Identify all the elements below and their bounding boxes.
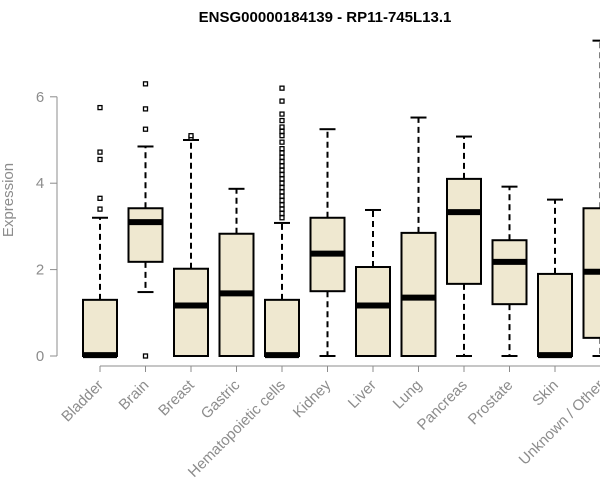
outlier-point bbox=[279, 117, 285, 124]
outlier-point bbox=[279, 145, 285, 152]
x-tick-label: Lung bbox=[390, 377, 426, 413]
box bbox=[537, 272, 573, 358]
outlier-point bbox=[279, 133, 285, 139]
outlier-point bbox=[279, 124, 285, 130]
outlier-point bbox=[279, 171, 285, 178]
box bbox=[127, 207, 164, 263]
outlier-point bbox=[279, 158, 285, 165]
outlier-point bbox=[279, 98, 285, 104]
outlier-point bbox=[97, 149, 103, 155]
outlier-point bbox=[142, 126, 149, 132]
outlier-point bbox=[279, 215, 285, 221]
box-group bbox=[355, 208, 391, 357]
outlier-point bbox=[279, 128, 285, 135]
outlier-point bbox=[279, 210, 285, 217]
box bbox=[264, 298, 300, 357]
box-group bbox=[218, 187, 255, 357]
y-tick-label: 0 bbox=[36, 348, 44, 365]
outlier-point bbox=[97, 156, 103, 163]
outlier-point bbox=[97, 206, 103, 212]
outlier-point bbox=[97, 104, 103, 111]
y-axis: 0 2 4 6 bbox=[36, 89, 58, 365]
x-tick-label: Brain bbox=[116, 377, 153, 414]
y-tick-label: 2 bbox=[36, 262, 44, 279]
box bbox=[173, 267, 209, 357]
box-group bbox=[491, 185, 528, 357]
box-group bbox=[400, 116, 437, 358]
y-tick-label: 4 bbox=[36, 175, 44, 192]
box-group bbox=[127, 81, 164, 359]
box bbox=[355, 266, 391, 357]
outlier-point bbox=[279, 85, 285, 91]
box-group bbox=[264, 85, 300, 359]
box-group bbox=[446, 135, 482, 357]
outlier-point bbox=[97, 195, 103, 201]
outlier-point bbox=[279, 154, 285, 160]
outlier-point bbox=[142, 81, 149, 87]
outlier-point bbox=[279, 180, 285, 186]
outlier-point bbox=[279, 197, 285, 204]
outlier-point bbox=[279, 189, 285, 195]
box bbox=[446, 177, 482, 285]
x-tick-label: Liver bbox=[345, 377, 380, 412]
outlier-point bbox=[279, 193, 285, 199]
outlier-point bbox=[279, 184, 285, 191]
outlier-point bbox=[188, 133, 194, 139]
outlier-point bbox=[279, 206, 285, 212]
x-tick-label: Kidney bbox=[290, 376, 335, 421]
box-group bbox=[82, 104, 118, 359]
outlier-point bbox=[142, 353, 149, 359]
boxes-layer bbox=[82, 39, 600, 359]
box bbox=[82, 298, 118, 357]
box-group bbox=[173, 133, 209, 357]
chart-title: ENSG00000184139 - RP11-745L13.1 bbox=[199, 9, 452, 26]
x-tick-label: Skin bbox=[529, 377, 562, 410]
x-tick-label: Pancreas bbox=[414, 377, 471, 434]
y-tick-label: 6 bbox=[36, 89, 44, 106]
outlier-point bbox=[279, 139, 285, 145]
outlier-point bbox=[279, 176, 285, 182]
box-group bbox=[309, 128, 346, 357]
box-group bbox=[582, 39, 600, 357]
outlier-point bbox=[142, 106, 149, 112]
outlier-point bbox=[279, 163, 285, 169]
outlier-point bbox=[279, 202, 285, 208]
x-tick-label: Prostate bbox=[465, 377, 517, 429]
box bbox=[400, 231, 437, 358]
outlier-point bbox=[279, 111, 285, 117]
x-tick-label: Bladder bbox=[58, 377, 107, 426]
x-tick-label: Breast bbox=[155, 376, 198, 419]
y-axis-label: Expression bbox=[0, 163, 17, 237]
box-group bbox=[537, 198, 573, 359]
outlier-point bbox=[279, 167, 285, 173]
outlier-point bbox=[279, 150, 285, 156]
box bbox=[491, 239, 528, 306]
